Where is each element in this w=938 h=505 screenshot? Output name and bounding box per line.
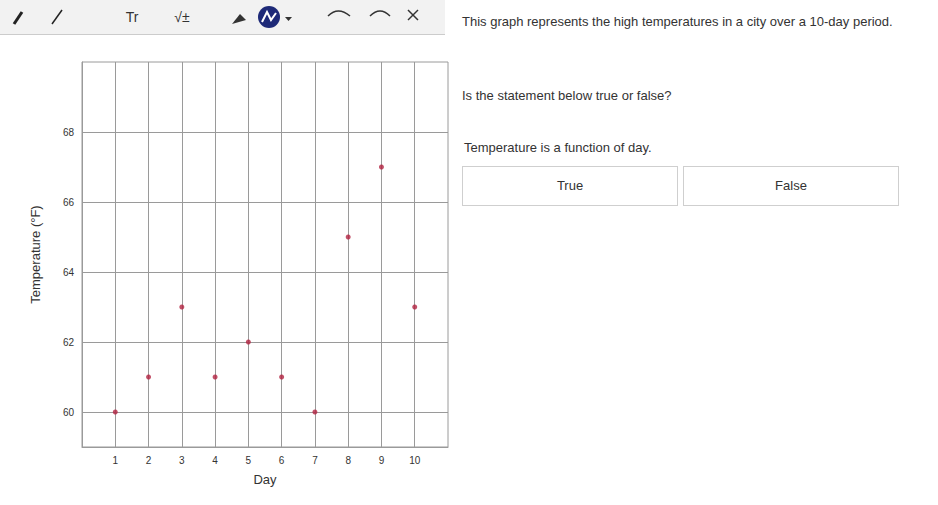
html-text:Temperature is a function of d: Temperature is a function of day.	[464, 140, 652, 155]
svg-text:60: 60	[63, 407, 75, 418]
svg-text:5: 5	[246, 455, 252, 466]
svg-text:3: 3	[179, 455, 185, 466]
svg-text:7: 7	[312, 455, 318, 466]
svg-text:64: 64	[63, 267, 75, 278]
html-text:True: True	[556, 178, 584, 193]
svg-text:66: 66	[63, 197, 75, 208]
svg-text:6: 6	[279, 455, 285, 466]
svg-text:4: 4	[212, 455, 218, 466]
svg-text:2: 2	[146, 455, 152, 466]
svg-text:1: 1	[112, 455, 118, 466]
html-text:Is the statement below true or: Is the statement below true or false?	[462, 88, 672, 103]
svg-text:9: 9	[379, 455, 385, 466]
svg-text:68: 68	[63, 127, 75, 138]
svg-text:10: 10	[409, 455, 421, 466]
svg-text:Temperature (°F): Temperature (°F)	[28, 205, 43, 303]
svg-text:62: 62	[63, 337, 75, 348]
html-text:Tr: Tr	[125, 9, 139, 25]
svg-text:Day: Day	[253, 472, 277, 487]
html-text:This graph represents the high: This graph represents the high temperatu…	[462, 14, 893, 29]
html-text:False: False	[775, 178, 807, 193]
svg-text:8: 8	[345, 455, 351, 466]
